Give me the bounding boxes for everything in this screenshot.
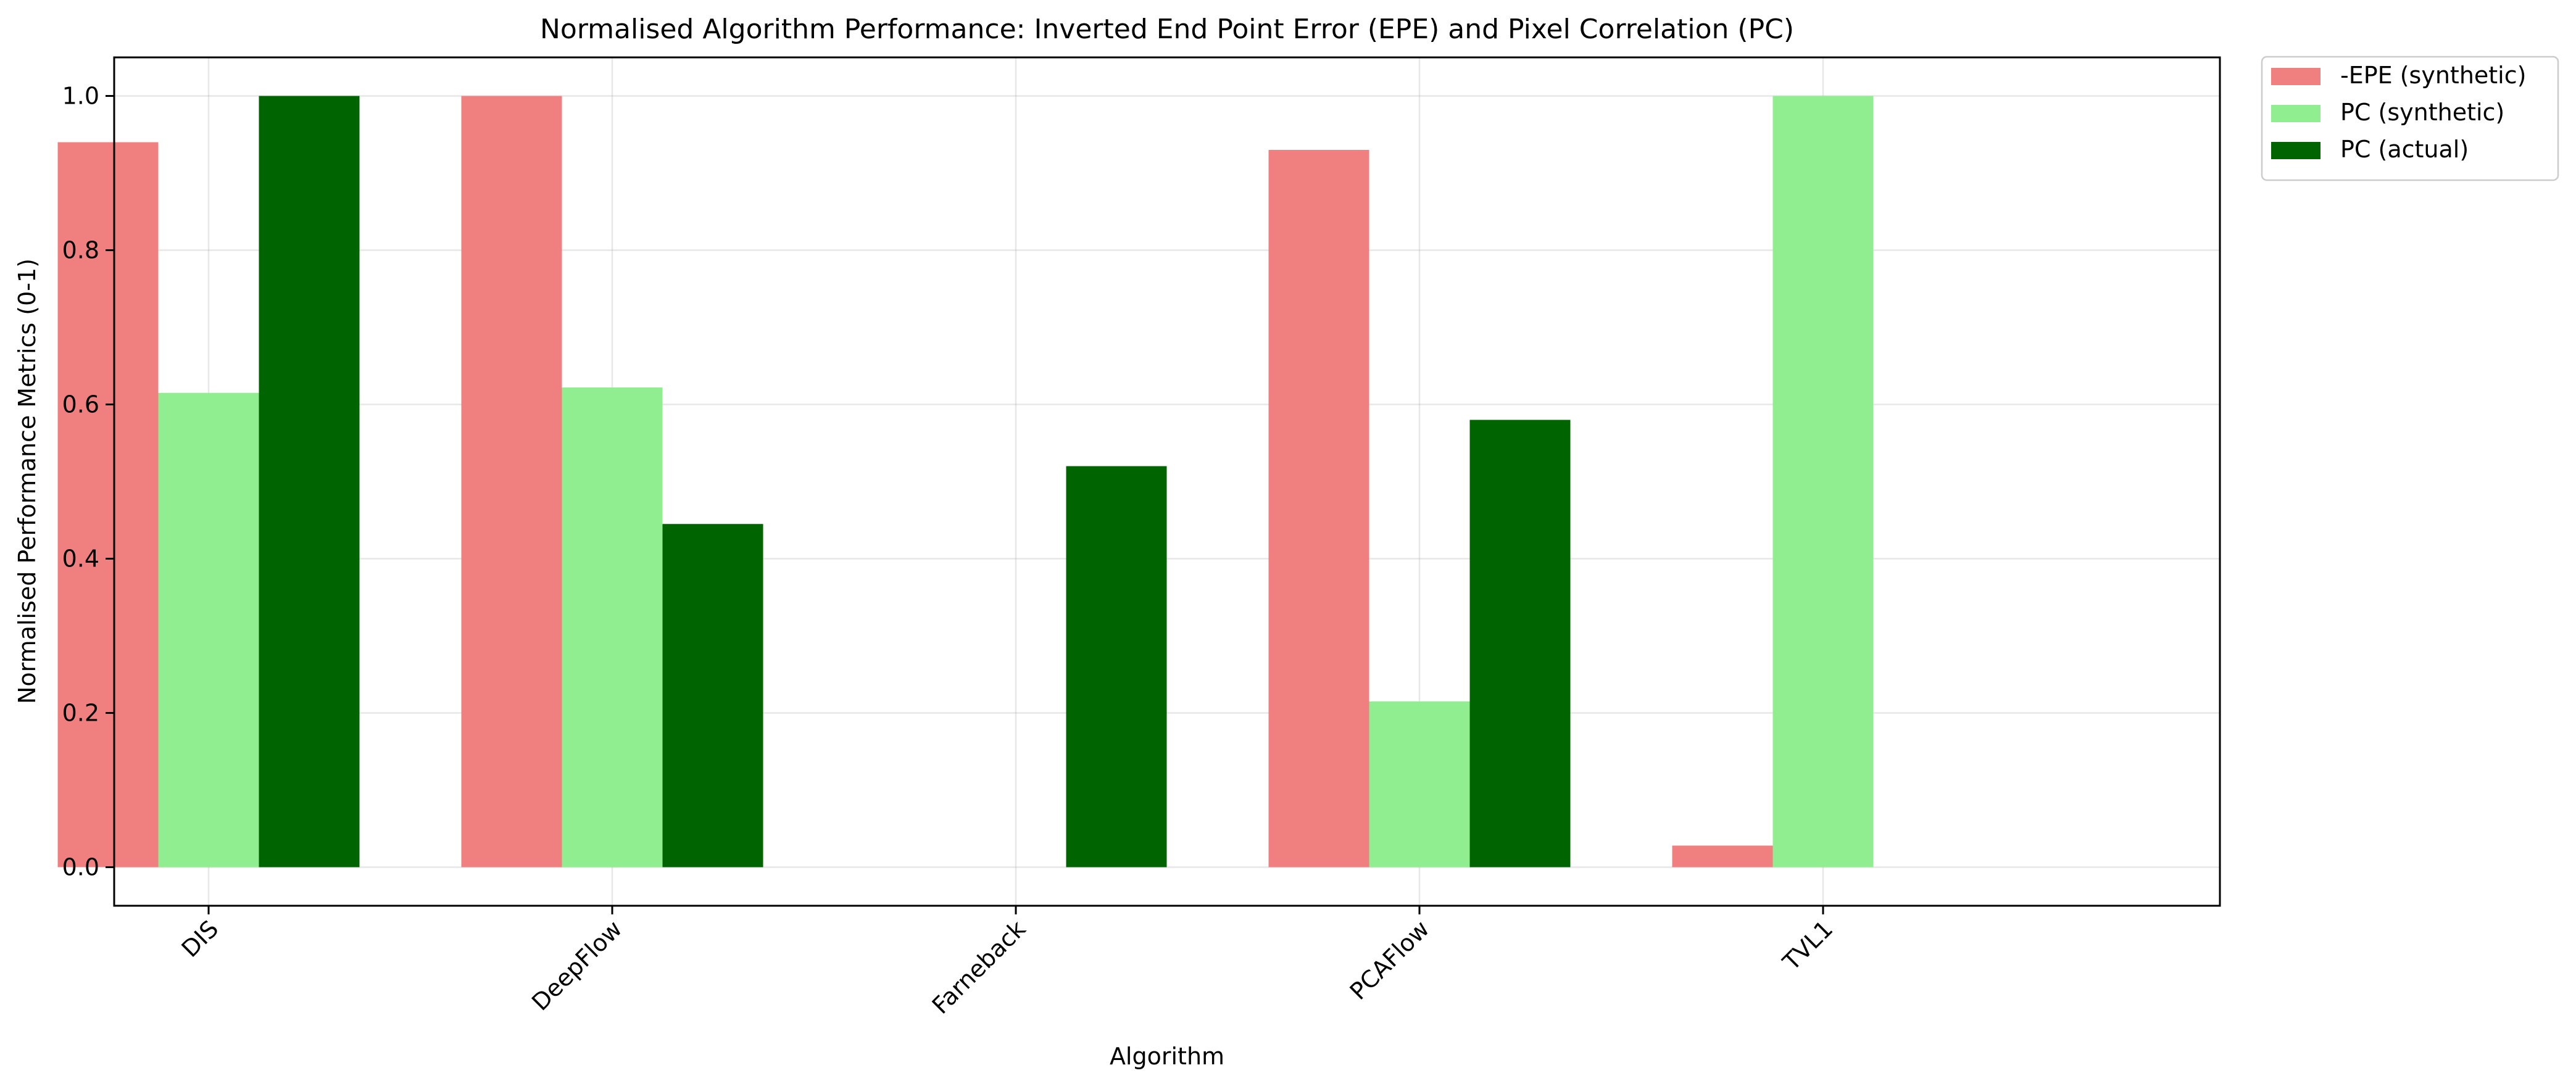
bars-layer <box>57 96 1874 867</box>
bar <box>1268 150 1369 867</box>
chart-title: Normalised Algorithm Performance: Invert… <box>540 14 1794 45</box>
y-tick-label: 1.0 <box>62 83 99 110</box>
y-tick-label: 0.4 <box>62 545 99 573</box>
bar <box>662 524 763 867</box>
x-tick-label: TVL1 <box>1777 915 1839 976</box>
bar <box>562 387 663 867</box>
legend-label: PC (actual) <box>2340 136 2469 163</box>
x-tick-label: Farneback <box>927 915 1031 1019</box>
bar <box>259 96 360 867</box>
bar <box>1672 845 1773 867</box>
legend: -EPE (synthetic) PC (synthetic) PC (actual… <box>2261 56 2559 181</box>
y-axis-label: Normalised Performance Metrics (0-1) <box>14 259 41 704</box>
legend-label: -EPE (synthetic) <box>2340 62 2526 89</box>
legend-swatch <box>2271 68 2320 85</box>
bar <box>158 392 259 867</box>
bar <box>1066 466 1167 867</box>
bar <box>1469 420 1571 867</box>
bar <box>1772 96 1874 867</box>
x-tick-label: DeepFlow <box>526 915 627 1016</box>
y-tick-label: 0.8 <box>62 237 99 264</box>
bar <box>461 96 562 867</box>
y-tick-label: 0.6 <box>62 391 99 418</box>
legend-swatch <box>2271 105 2320 122</box>
x-axis-label: Algorithm <box>1110 1043 1224 1070</box>
y-tick-label: 0.0 <box>62 854 99 881</box>
legend-label: PC (synthetic) <box>2340 99 2504 126</box>
y-tick-label: 0.2 <box>62 700 99 727</box>
plot-frame <box>113 56 2221 907</box>
bar <box>1369 701 1470 867</box>
x-tick-label: DIS <box>177 915 224 963</box>
x-tick-label: PCAFlow <box>1345 915 1435 1005</box>
x-axis: DIS DeepFlow Farneback PCAFlow TVL1 <box>177 906 1839 1019</box>
y-axis: 0.0 0.2 0.4 0.6 0.8 1.0 <box>62 83 114 881</box>
bar <box>57 142 159 867</box>
legend-swatch <box>2271 142 2320 159</box>
legend-frame <box>2261 56 2559 181</box>
grid-layer <box>114 57 2220 906</box>
